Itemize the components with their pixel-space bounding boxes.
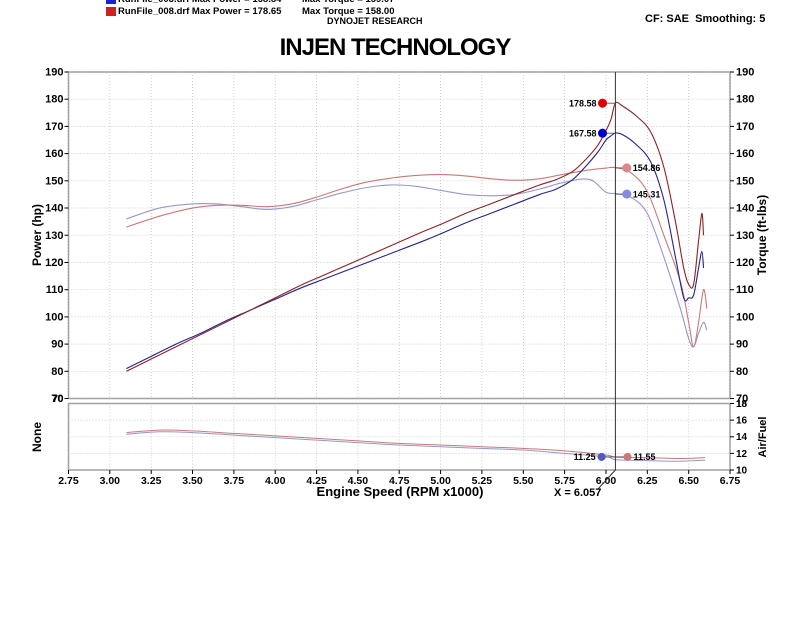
svg-text:180: 180 [736, 94, 754, 106]
svg-text:3.50: 3.50 [182, 475, 203, 487]
svg-text:X = 6.057: X = 6.057 [554, 487, 601, 499]
svg-text:None: None [30, 422, 44, 452]
svg-text:5.75: 5.75 [554, 475, 575, 487]
svg-text:2.75: 2.75 [58, 475, 79, 487]
svg-text:Engine Speed (RPM x1000): Engine Speed (RPM x1000) [317, 484, 484, 499]
svg-text:110: 110 [736, 284, 754, 296]
svg-text:3.00: 3.00 [100, 475, 121, 487]
svg-text:160: 160 [45, 148, 63, 160]
svg-text:Torque (ft-lbs): Torque (ft-lbs) [755, 195, 769, 275]
svg-text:150: 150 [45, 175, 63, 187]
svg-text:154.86: 154.86 [633, 163, 661, 173]
svg-text:170: 170 [45, 121, 63, 133]
svg-text:190: 190 [45, 67, 63, 79]
svg-text:180: 180 [45, 94, 63, 106]
svg-text:178.58: 178.58 [569, 99, 597, 109]
svg-text:145.31: 145.31 [633, 189, 661, 199]
svg-text:140: 140 [45, 203, 63, 215]
svg-text:120: 120 [736, 257, 754, 269]
svg-text:18: 18 [736, 399, 748, 410]
svg-text:6.00: 6.00 [596, 475, 617, 487]
svg-text:160: 160 [736, 148, 754, 160]
svg-text:140: 140 [736, 203, 754, 215]
svg-text:120: 120 [45, 257, 63, 269]
svg-text:6.50: 6.50 [678, 475, 699, 487]
svg-text:80: 80 [51, 366, 63, 378]
svg-text:6.75: 6.75 [720, 475, 741, 487]
svg-text:3.75: 3.75 [224, 475, 245, 487]
svg-text:11.55: 11.55 [634, 452, 656, 462]
svg-text:150: 150 [736, 175, 754, 187]
svg-text:90: 90 [51, 339, 63, 351]
svg-text:5.50: 5.50 [513, 475, 534, 487]
svg-text:90: 90 [736, 339, 748, 351]
svg-text:3.25: 3.25 [141, 475, 162, 487]
svg-text:6.25: 6.25 [637, 475, 658, 487]
svg-text:80: 80 [736, 366, 748, 378]
svg-text:Air/Fuel: Air/Fuel [757, 417, 769, 458]
svg-text:70: 70 [52, 394, 64, 405]
svg-text:130: 130 [736, 230, 754, 242]
svg-text:12: 12 [736, 449, 748, 460]
svg-text:100: 100 [45, 311, 63, 323]
svg-text:Power (hp): Power (hp) [30, 204, 44, 266]
svg-text:190: 190 [736, 67, 754, 79]
svg-text:4.00: 4.00 [265, 475, 286, 487]
svg-text:130: 130 [45, 230, 63, 242]
svg-text:11.25: 11.25 [574, 452, 596, 462]
svg-text:167.58: 167.58 [569, 128, 597, 138]
svg-text:110: 110 [46, 284, 64, 296]
svg-text:100: 100 [736, 311, 754, 323]
svg-text:16: 16 [736, 416, 748, 427]
svg-text:14: 14 [736, 432, 748, 443]
svg-text:170: 170 [736, 121, 754, 133]
